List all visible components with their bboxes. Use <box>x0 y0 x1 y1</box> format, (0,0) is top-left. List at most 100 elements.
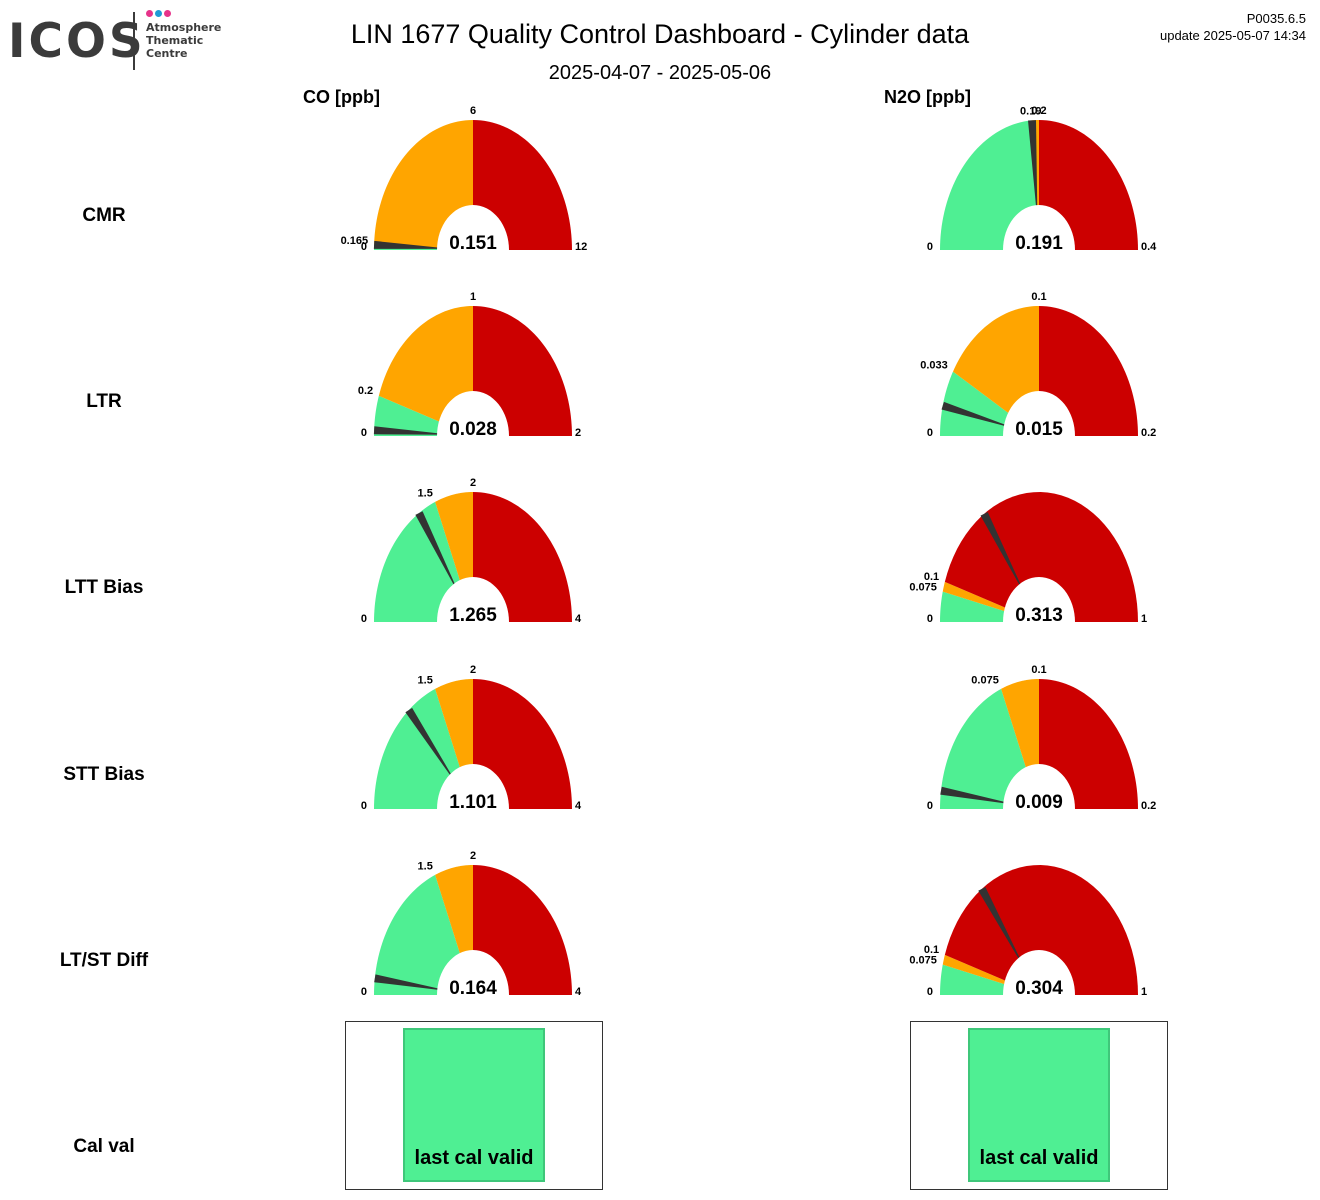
logo-subtitle: Atmosphere Thematic Centre <box>146 21 221 60</box>
gauge-hub <box>437 764 509 809</box>
cal-val-panel-n2o: last cal valid <box>910 1021 1168 1190</box>
gauge-threshold-good-label: 1.5 <box>418 860 433 872</box>
row-label-ltt-bias: LTT Bias <box>64 577 144 598</box>
gauge-hub <box>437 950 509 995</box>
gauge-value: 1.265 <box>449 605 497 626</box>
gauge-max-label: 1 <box>1141 986 1147 998</box>
gauge-threshold-warn-label: 1 <box>470 291 476 303</box>
gauge-needle <box>405 707 459 788</box>
gauge-cmr-n2o: 0.191 0 0.4 0.190.2 <box>927 105 1157 254</box>
gauge-hub <box>437 205 509 250</box>
gauge-stt-bias-n2o: 0.009 0 0.2 0.075 0.1 <box>927 664 1156 813</box>
gauge-cmr-co: 0.151 0 12 0.165 6 <box>341 105 588 254</box>
gauge-threshold-good-label: 0.075 <box>909 581 937 593</box>
gauge-min-label: 0 <box>361 800 367 812</box>
gauge-threshold-good-label: 0.075 <box>971 674 999 686</box>
icos-logo: ICOS Atmosphere Thematic Centre <box>8 10 228 74</box>
gauge-threshold-warn-label: 0.1 <box>924 944 939 956</box>
gauge-value: 0.151 <box>449 233 497 254</box>
row-label-cal-val: Cal val <box>73 1136 135 1157</box>
gauge-value: 0.015 <box>1015 419 1063 440</box>
gauge-hub <box>1003 391 1075 436</box>
cal-status-label: last cal valid <box>979 1147 1099 1169</box>
gauge-needle <box>980 511 1027 599</box>
gauge-max-label: 2 <box>575 427 581 439</box>
gauge-max-label: 4 <box>575 986 582 998</box>
gauge-min-label: 0 <box>361 241 367 253</box>
gauge-hub <box>1003 950 1075 995</box>
gauge-max-label: 1 <box>1141 613 1147 625</box>
date-range: 2025-04-07 - 2025-05-06 <box>548 62 772 84</box>
gauge-hub <box>1003 577 1075 622</box>
gauge-max-label: 0.2 <box>1141 427 1156 439</box>
gauge-ltt-bias-co: 1.265 0 4 1.5 2 <box>361 477 582 626</box>
gauge-threshold-good-label: 0.033 <box>920 360 948 372</box>
gauge-threshold-warn-label: 2 <box>470 664 476 676</box>
logo-dot <box>146 10 153 17</box>
gauge-min-label: 0 <box>927 427 933 439</box>
logo-subtitle-line: Atmosphere <box>146 21 222 34</box>
cal-val-panel-co: last cal valid <box>345 1021 603 1190</box>
gauge-max-label: 12 <box>575 241 587 253</box>
row-label-lt-st-diff: LT/ST Diff <box>59 950 149 971</box>
logo-subtitle-line: Thematic <box>146 34 204 47</box>
logo-wordmark: ICOS <box>8 14 146 69</box>
gauge-min-label: 0 <box>927 800 933 812</box>
gauge-threshold-warn-label: 0.2 <box>1031 105 1046 117</box>
gauge-value: 0.164 <box>449 978 497 999</box>
version-info: P0035.6.5 update 2025-05-07 14:34 <box>1160 10 1306 44</box>
gauge-hub <box>1003 205 1075 250</box>
row-label-cmr: CMR <box>82 205 126 226</box>
gauge-max-label: 0.4 <box>1141 241 1157 253</box>
gauge-hub <box>437 391 509 436</box>
gauge-threshold-warn-label: 0.1 <box>1031 291 1046 303</box>
gauge-needle <box>415 511 461 599</box>
gauge-threshold-warn-label: 0.1 <box>924 571 939 583</box>
page-title: LIN 1677 Quality Control Dashboard - Cyl… <box>350 19 970 49</box>
row-label-stt-bias: STT Bias <box>63 764 145 785</box>
column-header-co: CO [ppb] <box>303 87 380 107</box>
gauge-value: 0.304 <box>1015 978 1063 999</box>
gauge-ltr-co: 0.028 0 2 0.2 1 <box>358 291 581 440</box>
gauge-threshold-good-label: 0.2 <box>358 385 373 397</box>
gauge-needle <box>940 786 1018 805</box>
gauge-max-label: 0.2 <box>1141 800 1156 812</box>
gauge-threshold-good-label: 1.5 <box>418 674 433 686</box>
cal-status-indicator: last cal valid <box>403 1028 545 1182</box>
gauge-needle <box>978 886 1027 972</box>
gauge-value: 0.028 <box>449 419 497 440</box>
gauge-value: 0.191 <box>1015 233 1063 254</box>
gauge-hub <box>437 577 509 622</box>
logo-dot <box>155 10 162 17</box>
gauge-min-label: 0 <box>361 427 367 439</box>
row-label-ltr: LTR <box>86 391 122 412</box>
gauge-threshold-good-label: 0.19 <box>1020 105 1041 117</box>
gauge-min-label: 0 <box>927 986 933 998</box>
gauge-min-label: 0 <box>361 986 367 998</box>
gauge-threshold-good-label: 1.5 <box>418 487 433 499</box>
gauge-value: 0.313 <box>1015 605 1063 626</box>
gauge-needle <box>373 426 452 435</box>
gauge-needle <box>1028 120 1038 222</box>
logo-dots <box>146 10 186 20</box>
gauge-min-label: 0 <box>361 613 367 625</box>
gauge-band-bad <box>944 865 1138 995</box>
logo-dot <box>164 10 171 17</box>
gauge-max-label: 4 <box>575 800 582 812</box>
gauge-stt-bias-co: 1.101 0 4 1.5 2 <box>361 664 582 813</box>
gauge-max-label: 4 <box>575 613 582 625</box>
update-timestamp: update 2025-05-07 14:34 <box>1159 28 1306 43</box>
gauge-threshold-warn-label: 2 <box>470 477 476 489</box>
gauge-needle <box>941 401 1018 430</box>
gauge-needle <box>374 974 452 992</box>
gauge-value: 1.101 <box>449 792 497 813</box>
cal-status-label: last cal valid <box>414 1147 534 1169</box>
gauge-ltr-n2o: 0.015 0 0.2 0.033 0.1 <box>920 291 1156 440</box>
logo-divider <box>133 12 135 70</box>
gauge-threshold-warn-label: 0.1 <box>1031 664 1046 676</box>
gauge-threshold-good-label: 0.075 <box>909 954 937 966</box>
gauge-threshold-warn-label: 6 <box>470 105 476 117</box>
